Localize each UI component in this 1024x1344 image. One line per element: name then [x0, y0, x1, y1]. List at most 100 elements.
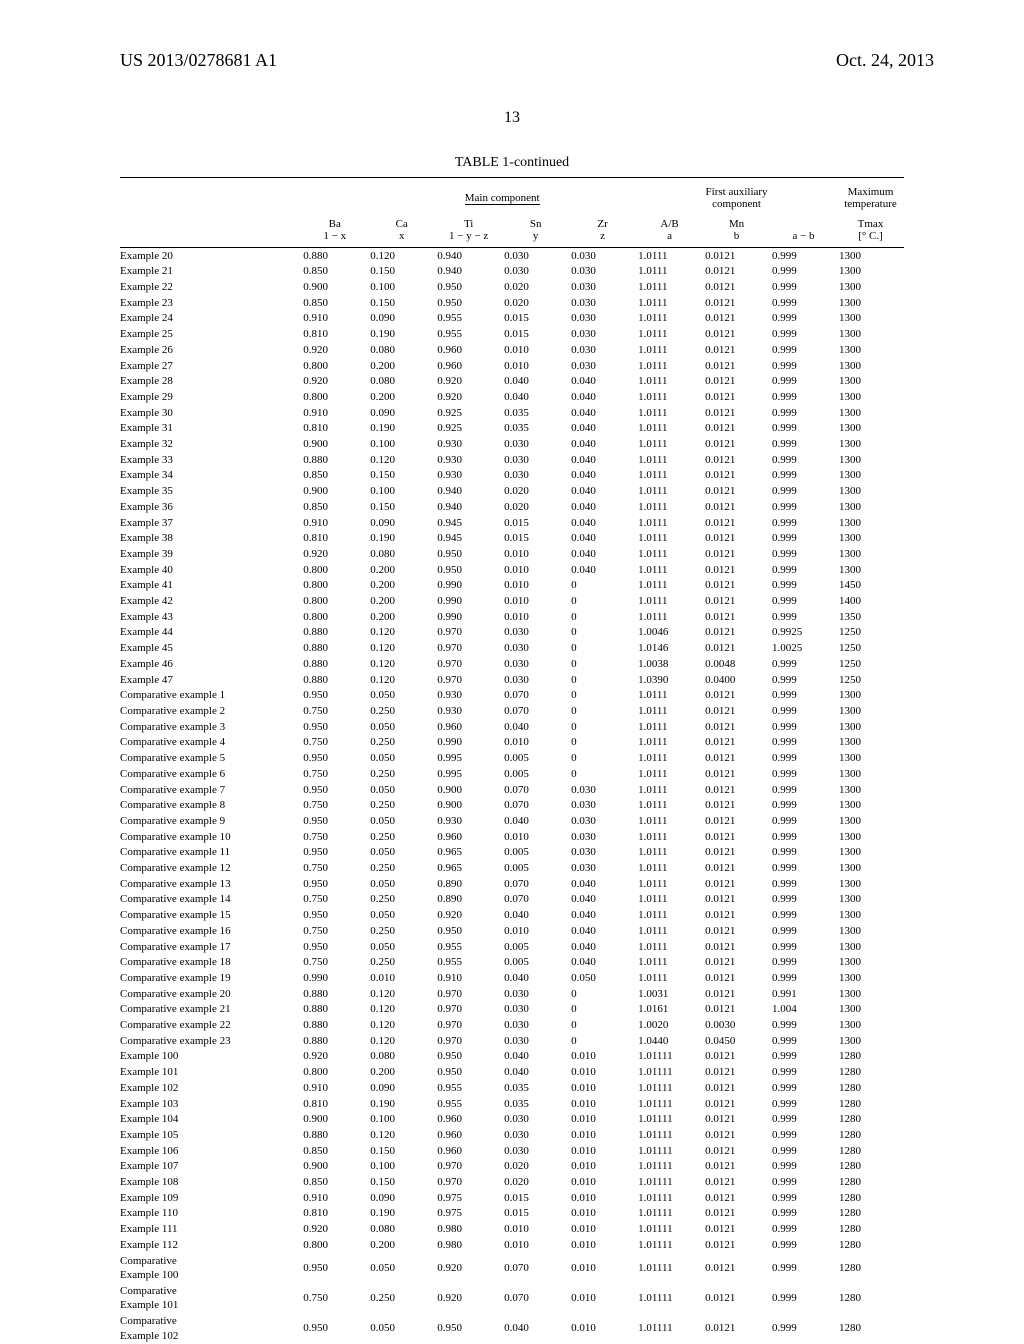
row-cell: 1450 [837, 578, 904, 594]
row-cell: 0.999 [770, 751, 837, 767]
row-cell: 0.010 [502, 923, 569, 939]
row-cell: 0.190 [368, 327, 435, 343]
row-cell: 1.0111 [636, 452, 703, 468]
table-row: Comparative example 40.7500.2500.9900.01… [120, 735, 904, 751]
table-row: Comparative example 180.7500.2500.9550.0… [120, 955, 904, 971]
row-cell: 0.030 [569, 279, 636, 295]
row-cell: 0 [569, 609, 636, 625]
row-cell: 1300 [837, 546, 904, 562]
row-cell: 0.0121 [703, 452, 770, 468]
row-cell: 0.999 [770, 1096, 837, 1112]
row-cell: 0.250 [368, 829, 435, 845]
row-cell: 0.050 [368, 688, 435, 704]
row-cell: 0.010 [569, 1049, 636, 1065]
row-cell: 0.999 [770, 593, 837, 609]
row-cell: 0.920 [435, 908, 502, 924]
row-cell: 0.960 [435, 1127, 502, 1143]
row-cell: 1.0111 [636, 374, 703, 390]
row-cell: 0.035 [502, 421, 569, 437]
sub-sn: y [502, 230, 569, 246]
row-cell: 0.030 [502, 1127, 569, 1143]
row-cell: 1.0111 [636, 327, 703, 343]
row-cell: 0.999 [770, 908, 837, 924]
row-cell: 0.150 [368, 295, 435, 311]
row-cell: 1.0111 [636, 813, 703, 829]
row-label: Comparative example 6 [120, 766, 301, 782]
row-label: Example 47 [120, 672, 301, 688]
row-cell: 0.030 [569, 358, 636, 374]
table-row: Example 390.9200.0800.9500.0100.0401.011… [120, 546, 904, 562]
row-cell: 0.0030 [703, 1017, 770, 1033]
row-cell: 1.01111 [636, 1065, 703, 1081]
row-cell: 0.990 [301, 970, 368, 986]
table-row: Example 1050.8800.1200.9600.0300.0101.01… [120, 1127, 904, 1143]
row-cell: 1300 [837, 719, 904, 735]
row-cell: 0.810 [301, 1206, 368, 1222]
row-cell: 0.0121 [703, 688, 770, 704]
row-cell: 0.030 [569, 248, 636, 264]
row-label: Comparative example 10 [120, 829, 301, 845]
row-cell: 1.0390 [636, 672, 703, 688]
row-label: Comparative Example 101 [120, 1283, 301, 1313]
row-cell: 0.800 [301, 1237, 368, 1253]
row-cell: 0.0121 [703, 1283, 770, 1313]
row-cell: 1.0111 [636, 342, 703, 358]
row-cell: 0.050 [368, 876, 435, 892]
row-cell: 0.010 [569, 1206, 636, 1222]
row-cell: 0.010 [502, 593, 569, 609]
row-cell: 1.0111 [636, 970, 703, 986]
table-caption: TABLE 1-continued [120, 155, 904, 171]
row-cell: 0.0121 [703, 703, 770, 719]
row-cell: 0.0121 [703, 609, 770, 625]
row-cell: 0.120 [368, 248, 435, 264]
row-cell: 1.0025 [770, 641, 837, 657]
row-cell: 0.0121 [703, 845, 770, 861]
row-cell: 0.015 [502, 1206, 569, 1222]
row-cell: 0.999 [770, 1190, 837, 1206]
table-row: Comparative example 230.8800.1200.9700.0… [120, 1033, 904, 1049]
row-label: Example 105 [120, 1127, 301, 1143]
row-cell: 1280 [837, 1080, 904, 1096]
row-cell: 0.750 [301, 892, 368, 908]
row-cell: 0.999 [770, 1065, 837, 1081]
row-cell: 0.955 [435, 1096, 502, 1112]
row-label: Comparative example 8 [120, 798, 301, 814]
table-row: Example 470.8800.1200.9700.03001.03900.0… [120, 672, 904, 688]
table-row: Example 1020.9100.0900.9550.0350.0101.01… [120, 1080, 904, 1096]
row-cell: 0.0121 [703, 342, 770, 358]
col-mn: Mn [703, 212, 770, 230]
row-cell: 1.0111 [636, 939, 703, 955]
row-cell: 0.250 [368, 798, 435, 814]
row-cell: 0.010 [569, 1253, 636, 1283]
row-label: Comparative example 18 [120, 955, 301, 971]
table-row: Comparative example 150.9500.0500.9200.0… [120, 908, 904, 924]
table-row: Example 250.8100.1900.9550.0150.0301.011… [120, 327, 904, 343]
row-label: Example 20 [120, 248, 301, 264]
sub-ab: a [636, 230, 703, 246]
row-cell: 0.0121 [703, 766, 770, 782]
row-cell: 0.070 [502, 798, 569, 814]
row-cell: 0.999 [770, 829, 837, 845]
row-cell: 0.970 [435, 1033, 502, 1049]
row-cell: 0.0121 [703, 1206, 770, 1222]
row-cell: 0.010 [569, 1174, 636, 1190]
row-cell: 0.850 [301, 1174, 368, 1190]
row-cell: 0.040 [569, 531, 636, 547]
row-label: Example 30 [120, 405, 301, 421]
row-cell: 0.010 [569, 1283, 636, 1313]
row-cell: 0.010 [502, 562, 569, 578]
row-cell: 0.800 [301, 609, 368, 625]
row-label: Example 37 [120, 515, 301, 531]
row-cell: 0.120 [368, 1017, 435, 1033]
row-cell: 1.0111 [636, 955, 703, 971]
row-cell: 0.010 [569, 1222, 636, 1238]
row-cell: 0.035 [502, 405, 569, 421]
table-row: Comparative Example 1020.9500.0500.9500.… [120, 1313, 904, 1343]
row-cell: 0.0121 [703, 641, 770, 657]
table-row: Comparative example 20.7500.2500.9300.07… [120, 703, 904, 719]
table-row: Comparative example 70.9500.0500.9000.07… [120, 782, 904, 798]
sub-a-minus-b: a − b [770, 230, 837, 246]
table-row: Example 290.8000.2000.9200.0400.0401.011… [120, 389, 904, 405]
row-cell: 0.200 [368, 562, 435, 578]
row-cell: 0.999 [770, 374, 837, 390]
